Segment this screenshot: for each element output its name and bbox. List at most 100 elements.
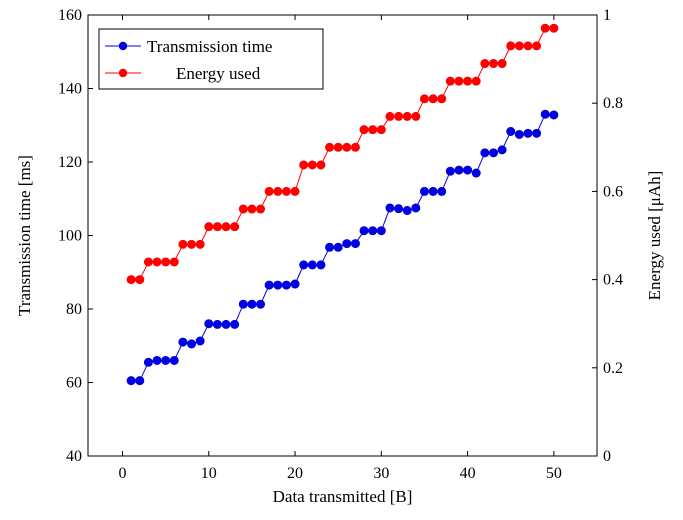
legend: Transmission time Energy used — [98, 28, 324, 90]
y2-tick-label: 1 — [603, 7, 611, 24]
y-axis-label: Transmission time [ms] — [15, 155, 34, 316]
data-point — [307, 160, 317, 170]
y2-tick-label: 0.8 — [603, 95, 623, 112]
data-point — [437, 94, 447, 104]
data-point — [463, 165, 473, 175]
data-point — [299, 260, 309, 270]
data-point — [480, 148, 490, 158]
series-1 — [126, 109, 559, 386]
data-point — [325, 242, 335, 252]
data-point — [471, 76, 481, 86]
x-tick-label: 30 — [373, 465, 389, 482]
data-point — [161, 257, 171, 267]
data-point — [204, 222, 214, 232]
data-point — [394, 204, 404, 214]
data-point — [342, 142, 352, 152]
data-point — [161, 355, 171, 365]
data-point — [316, 260, 326, 270]
x-tick-label: 50 — [546, 465, 562, 482]
data-point — [290, 186, 300, 196]
data-point — [307, 260, 317, 270]
data-point — [402, 206, 412, 216]
y2-tick-label: 0 — [603, 448, 611, 465]
data-point — [238, 204, 248, 214]
data-point — [506, 41, 516, 51]
data-point — [152, 355, 162, 365]
legend-marker — [118, 68, 128, 78]
data-point — [368, 125, 378, 135]
data-point — [428, 94, 438, 104]
data-point — [126, 376, 136, 386]
data-point — [178, 239, 188, 249]
data-point — [385, 203, 395, 213]
data-point — [488, 148, 498, 158]
data-point — [454, 165, 464, 175]
data-point — [411, 203, 421, 213]
data-point — [532, 41, 542, 51]
data-point — [135, 275, 145, 285]
data-point — [126, 275, 136, 285]
data-point — [212, 222, 222, 232]
data-point — [471, 168, 481, 178]
data-point — [212, 319, 222, 329]
data-point — [480, 59, 490, 69]
y-tick-label: 120 — [58, 154, 82, 171]
data-point — [264, 186, 274, 196]
data-point — [506, 126, 516, 136]
data-point — [445, 76, 455, 86]
data-point — [204, 319, 214, 329]
data-point — [514, 41, 524, 51]
data-point — [411, 111, 421, 121]
y-tick-label: 140 — [58, 81, 82, 98]
data-point — [195, 336, 205, 346]
y-tick-label: 80 — [66, 301, 82, 318]
y-tick-label: 60 — [66, 375, 82, 392]
y2-tick-label: 0.6 — [603, 183, 623, 200]
data-point — [290, 279, 300, 289]
data-point — [230, 319, 240, 329]
data-point — [187, 339, 197, 349]
data-point — [187, 239, 197, 249]
data-point — [523, 128, 533, 138]
data-point — [247, 299, 257, 309]
x-axis-label: Data transmitted [B] — [273, 487, 413, 506]
y2-tick-label: 0.4 — [603, 272, 623, 289]
data-point — [256, 299, 266, 309]
x-tick-label: 10 — [201, 465, 217, 482]
data-point — [359, 226, 369, 236]
data-point — [169, 257, 179, 267]
data-point — [428, 186, 438, 196]
data-point — [135, 376, 145, 386]
legend-label: Transmission time — [147, 37, 272, 56]
y-tick-label: 40 — [66, 448, 82, 465]
data-point — [359, 125, 369, 135]
data-point — [549, 23, 559, 33]
data-point — [488, 59, 498, 69]
y-tick-label: 160 — [58, 7, 82, 24]
data-point — [540, 23, 550, 33]
legend-marker — [118, 41, 128, 51]
data-point — [316, 160, 326, 170]
data-point — [325, 142, 335, 152]
data-point — [350, 142, 360, 152]
data-point — [350, 239, 360, 249]
x-tick-label: 40 — [460, 465, 476, 482]
data-point — [333, 142, 343, 152]
data-point — [143, 357, 153, 367]
data-point — [368, 226, 378, 236]
data-point — [454, 76, 464, 86]
data-point — [497, 59, 507, 69]
data-point — [523, 41, 533, 51]
data-point — [333, 242, 343, 252]
data-point — [376, 226, 386, 236]
data-point — [402, 111, 412, 121]
data-point — [532, 128, 542, 138]
legend-box — [98, 28, 324, 90]
data-point — [437, 186, 447, 196]
data-point — [169, 355, 179, 365]
data-point — [299, 160, 309, 170]
data-point — [221, 319, 231, 329]
data-point — [540, 109, 550, 119]
